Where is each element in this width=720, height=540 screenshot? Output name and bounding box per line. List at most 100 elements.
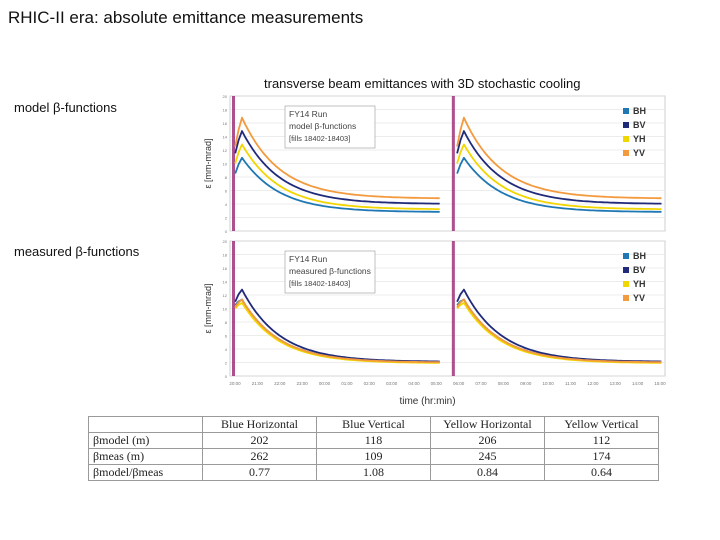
x-tick-label: 21:00 [252, 381, 264, 386]
legend-label: BV [633, 265, 646, 275]
slide-title: RHIC-II era: absolute emittance measurem… [8, 8, 364, 27]
legend-label: BH [633, 251, 646, 261]
x-tick-label: 13:00 [610, 381, 622, 386]
x-tick-label: 23:00 [296, 381, 308, 386]
chart-note: [fills 18402-18403] [289, 134, 350, 143]
table-cell: 112 [544, 432, 659, 449]
table-header-cell: Yellow Vertical [544, 416, 659, 433]
table-row-label: βmeas (m) [88, 448, 203, 465]
legend-swatch-yh [623, 281, 629, 287]
legend-label: YH [633, 279, 646, 289]
legend-label: YV [633, 148, 645, 158]
x-tick-label: 10:00 [543, 381, 555, 386]
legend-swatch-yh [623, 136, 629, 142]
series-line-bv [234, 130, 440, 205]
x-tick-label: 02:00 [364, 381, 376, 386]
y-tick-label: 0 [225, 229, 228, 234]
table-cell: 0.64 [544, 464, 659, 481]
y-axis-label: ε [mm-mrad] [203, 283, 213, 333]
annotation-box [284, 105, 376, 149]
series-line-yv [456, 116, 662, 200]
y-tick-label: 2 [225, 361, 228, 366]
table-row-label: βmodel (m) [88, 432, 203, 449]
legend-swatch-yv [623, 295, 629, 301]
beta-function-table: Blue Horizontal Blue Vertical Yellow Hor… [88, 416, 659, 481]
y-tick-label: 16 [223, 121, 228, 126]
table-cell: 174 [544, 448, 659, 465]
table-header-cell [88, 416, 203, 433]
y-tick-label: 4 [225, 202, 228, 207]
x-tick-label: 04:00 [408, 381, 420, 386]
y-tick-label: 6 [225, 334, 228, 339]
x-tick-label: 01:00 [341, 381, 353, 386]
table-cell: 1.08 [316, 464, 431, 481]
chart-title: FY14 Run [289, 254, 328, 264]
y-tick-label: 10 [223, 162, 228, 167]
x-tick-label: 11:00 [565, 381, 576, 386]
legend-label: BH [633, 106, 646, 116]
table-header-row: Blue Horizontal Blue Vertical Yellow Hor… [88, 416, 659, 433]
series-line-yh [234, 143, 440, 210]
x-tick-label: 20:00 [229, 381, 241, 386]
chart-subtitle: measured β-functions [289, 266, 371, 276]
x-tick-label: 14:00 [632, 381, 644, 386]
x-tick-label: 12:00 [587, 381, 599, 386]
chart-caption: transverse beam emittances with 3D stoch… [264, 76, 581, 91]
fill-marker [232, 96, 235, 231]
y-tick-label: 18 [223, 108, 228, 113]
row-label-measured: measured β-functions [14, 244, 140, 259]
legend-swatch-yv [623, 150, 629, 156]
x-tick-label: 08:00 [498, 381, 510, 386]
legend-swatch-bv [623, 122, 629, 128]
x-tick-label: 05:00 [431, 381, 443, 386]
legend-label: YH [633, 134, 646, 144]
x-axis-label: time (hr:min) [399, 396, 455, 407]
y-tick-label: 14 [223, 280, 228, 285]
y-tick-label: 14 [223, 135, 228, 140]
row-label-model: model β-functions [14, 100, 117, 115]
table-cell: 262 [202, 448, 317, 465]
table-row-label: βmodel/βmeas [88, 464, 203, 481]
table-row: βmodel (m) 202 118 206 112 [88, 432, 659, 449]
y-tick-label: 12 [223, 293, 228, 298]
table-header-cell: Yellow Horizontal [430, 416, 545, 433]
x-tick-label: 09:00 [520, 381, 532, 386]
chart-subtitle: model β-functions [289, 121, 356, 131]
table-cell: 109 [316, 448, 431, 465]
y-tick-label: 18 [223, 253, 228, 258]
series-line-yh [456, 143, 662, 210]
table-row: βmeas (m) 262 109 245 174 [88, 448, 659, 465]
y-tick-label: 8 [225, 320, 228, 325]
x-tick-label: 07:00 [475, 381, 487, 386]
legend-swatch-bv [623, 267, 629, 273]
y-tick-label: 0 [225, 374, 228, 379]
y-tick-label: 20 [223, 239, 228, 244]
x-tick-label: 22:00 [274, 381, 286, 386]
fill-marker [451, 96, 455, 231]
legend-label: YV [633, 293, 645, 303]
table-cell: 0.84 [430, 464, 545, 481]
table-header-cell: Blue Horizontal [202, 416, 317, 433]
y-tick-label: 20 [223, 94, 228, 99]
y-tick-label: 8 [225, 175, 228, 180]
fill-marker [451, 241, 455, 376]
series-line-yv [234, 298, 440, 364]
x-tick-label: 03:00 [386, 381, 398, 386]
y-tick-label: 4 [225, 347, 228, 352]
chart-note: [fills 18402-18403] [289, 279, 350, 288]
table-cell: 206 [430, 432, 545, 449]
y-tick-label: 12 [223, 148, 228, 153]
chart-title: FY14 Run [289, 109, 328, 119]
x-tick-label: 06:00 [453, 381, 465, 386]
legend-swatch-bh [623, 108, 629, 114]
series-line-bh [456, 156, 662, 213]
x-tick-label: 00:00 [319, 381, 331, 386]
y-tick-label: 2 [225, 216, 228, 221]
table-row: βmodel/βmeas 0.77 1.08 0.84 0.64 [88, 464, 659, 481]
table-cell: 0.77 [202, 464, 317, 481]
legend-label: BV [633, 120, 646, 130]
x-tick-label: 15:00 [654, 381, 666, 386]
table-cell: 202 [202, 432, 317, 449]
table-cell: 245 [430, 448, 545, 465]
